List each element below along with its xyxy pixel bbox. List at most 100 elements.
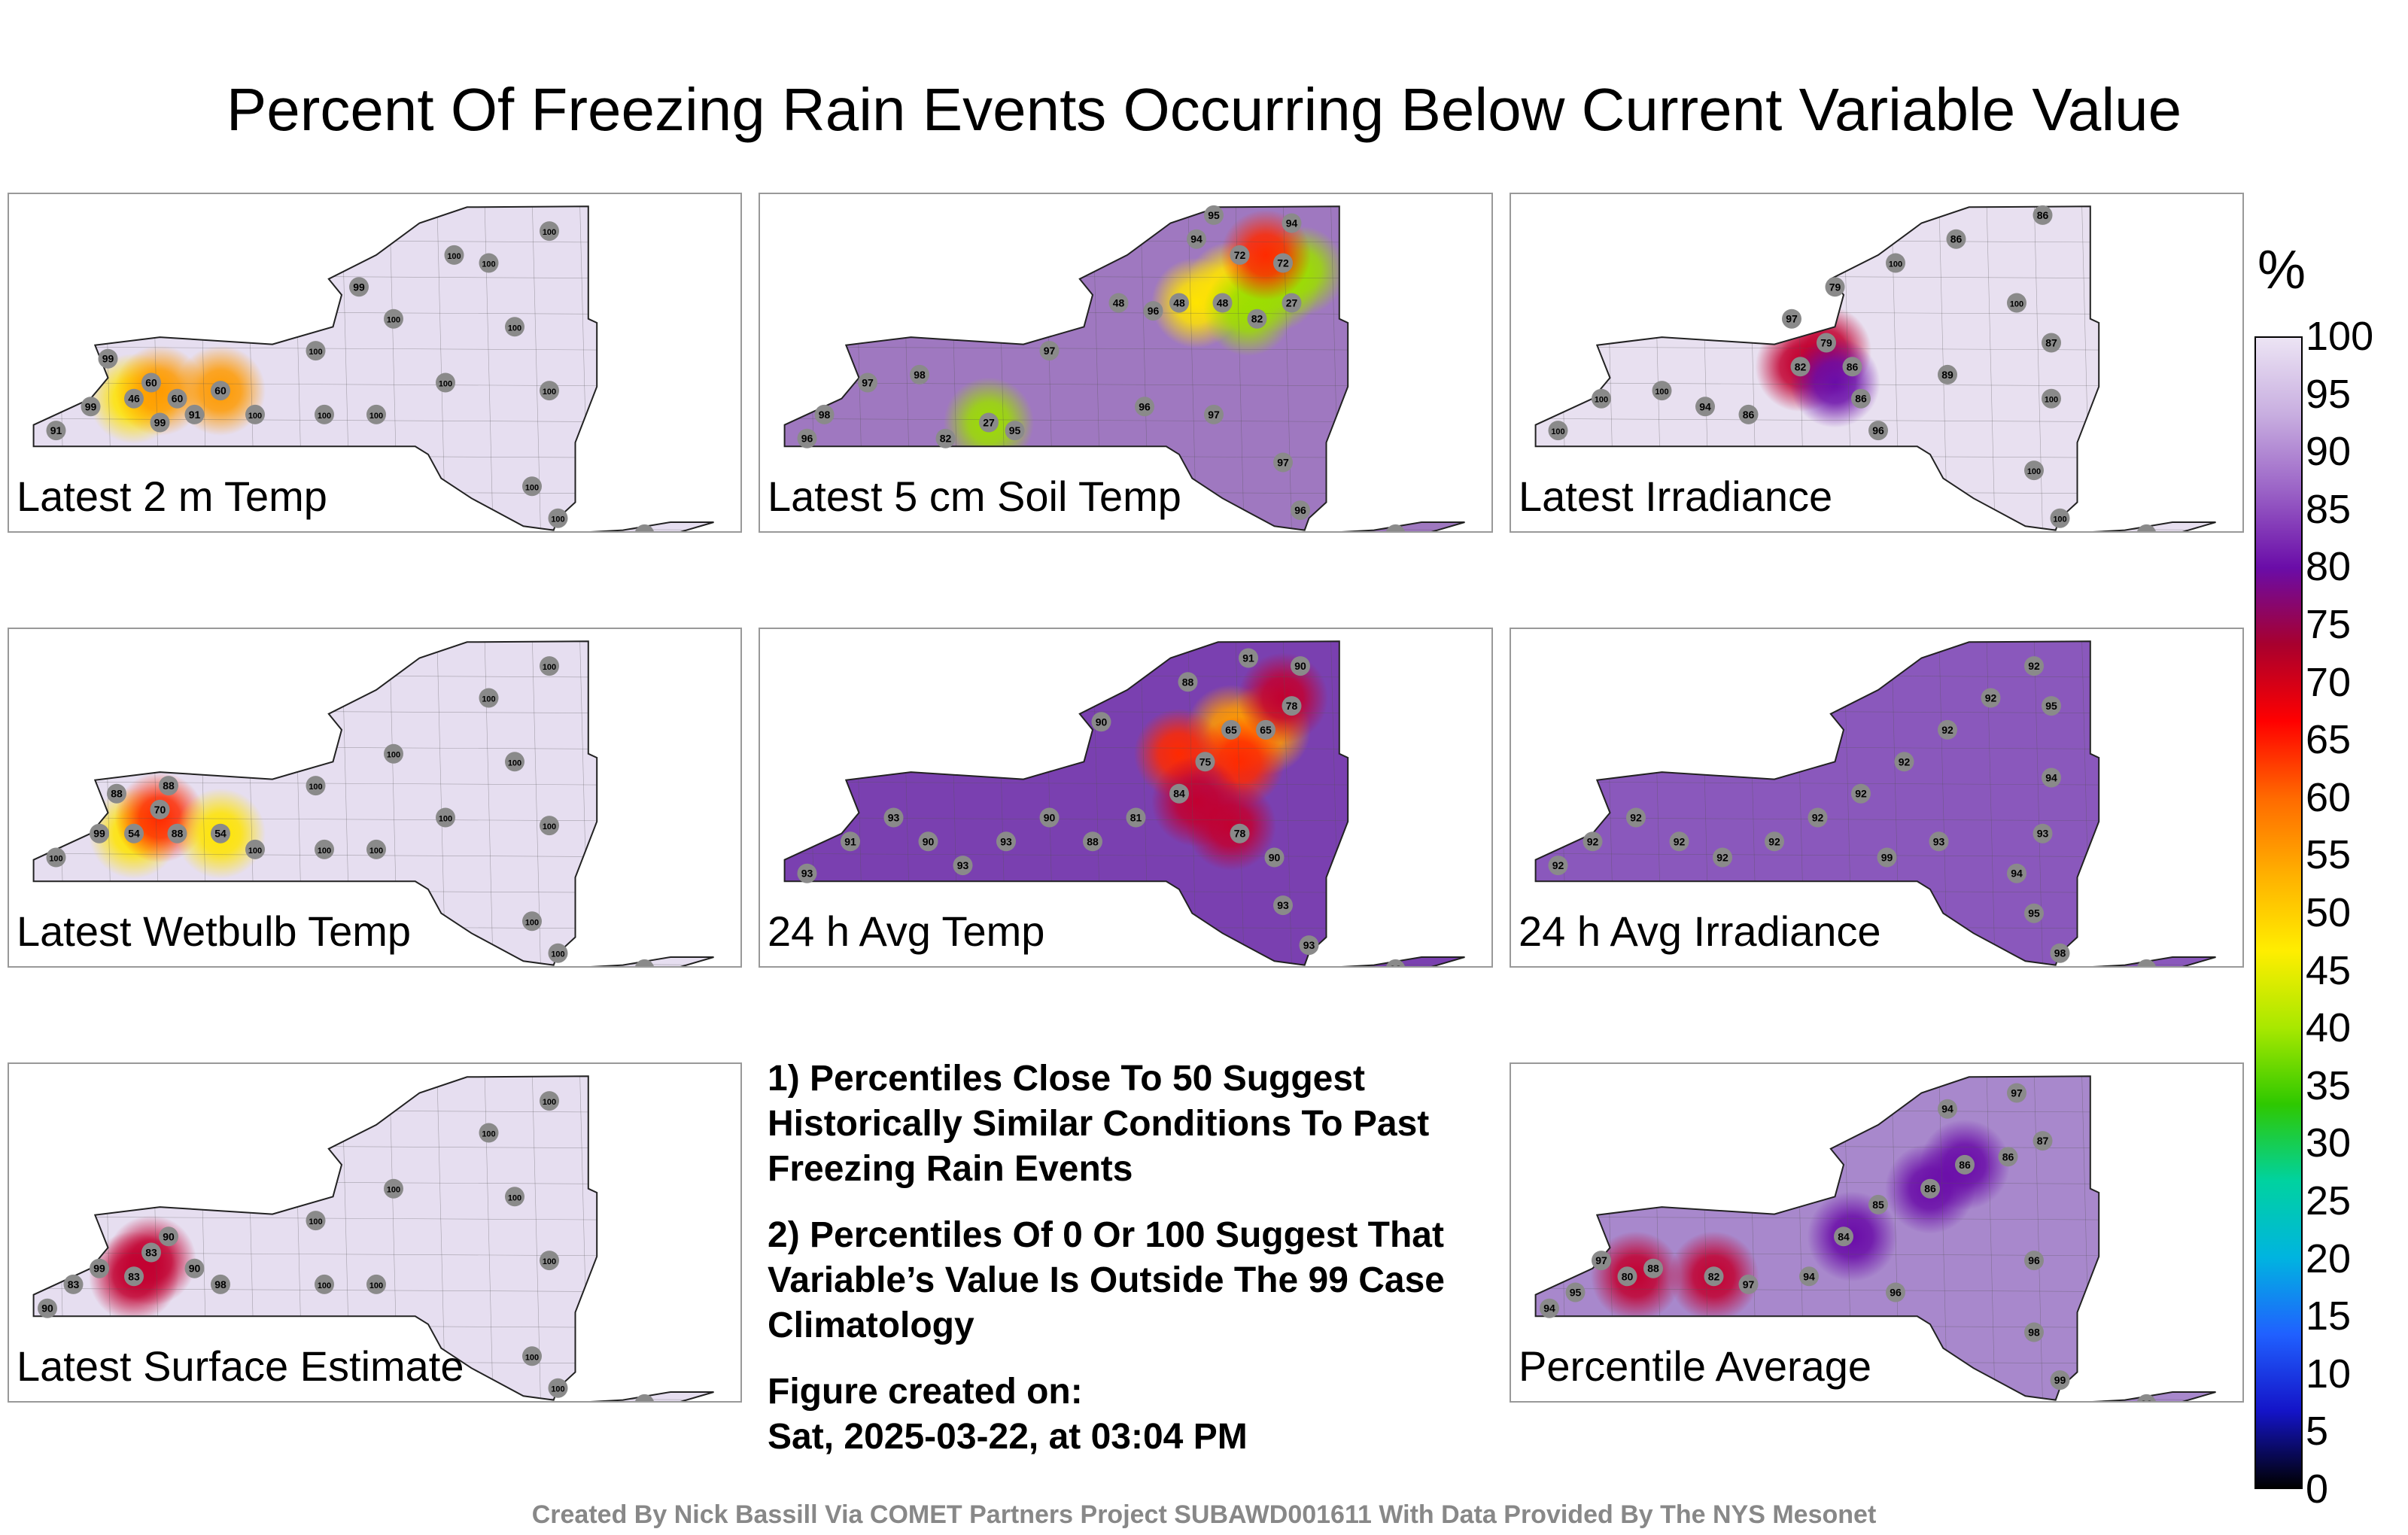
county-line (1535, 239, 2216, 244)
station-marker (2024, 1322, 2044, 1342)
station-value: 100 (1388, 531, 1402, 533)
county-line (1282, 206, 1292, 531)
station-value: 70 (154, 804, 166, 816)
panel-label: Latest 2 m Temp (17, 473, 327, 520)
station-value: 72 (1234, 249, 1246, 261)
station-marker (1239, 648, 1258, 668)
station-value: 86 (2002, 1150, 2014, 1163)
station-marker (797, 428, 817, 448)
station-value: 100 (309, 348, 322, 357)
station-value: 98 (2054, 947, 2066, 959)
station-value: 97 (1208, 409, 1220, 421)
county-line (33, 454, 714, 459)
station-marker (1877, 847, 1897, 868)
station-marker (366, 1274, 386, 1294)
station-value: 100 (2027, 467, 2041, 476)
station-marker (1386, 959, 1405, 966)
panel-label: Percentile Average (1519, 1342, 1872, 1390)
station-marker (306, 1211, 326, 1231)
station-marker (2033, 205, 2053, 225)
station-value: 100 (543, 663, 556, 672)
panel-label: Latest Surface Estimate (17, 1342, 464, 1390)
station-value: 82 (1708, 1270, 1720, 1282)
station-marker (1273, 253, 1293, 273)
station-value: 97 (862, 377, 874, 389)
station-marker (2007, 293, 2026, 313)
station-marker (1738, 1274, 1759, 1294)
state-outline (1341, 521, 1465, 531)
anomaly-blob (1238, 652, 1328, 743)
station-marker (315, 404, 334, 424)
colorbar-tick-label: 35 (2306, 1062, 2352, 1108)
station-marker (540, 221, 559, 242)
station-value: 93 (888, 812, 900, 824)
station-marker (1264, 847, 1285, 868)
station-marker (1282, 293, 1302, 313)
station-marker (2024, 656, 2044, 676)
county-line (531, 641, 541, 966)
station-marker (1039, 341, 1060, 361)
panel-label: 24 h Avg Temp (768, 907, 1045, 955)
station-value: 92 (1630, 812, 1642, 824)
panel-label: Latest Wetbulb Temp (17, 907, 412, 955)
station-marker (1212, 293, 1233, 313)
station-value: 100 (482, 260, 495, 269)
station-marker (436, 372, 455, 393)
station-marker (141, 372, 161, 393)
colorbar-tick-label: 80 (2306, 544, 2352, 590)
station-marker (996, 831, 1016, 852)
county-line (33, 239, 714, 244)
station-marker (1143, 301, 1163, 321)
station-value: 100 (248, 412, 262, 421)
station-value: 92 (1552, 859, 1564, 871)
credit-line: Created By Nick Bassill Via COMET Partne… (531, 1500, 1877, 1529)
station-value: 99 (93, 828, 105, 840)
station-marker (505, 1187, 524, 1207)
ny-map: 100 99 54 70 88 54 88 88 100 100 100 100 100 100 100 10… (32, 640, 714, 968)
county-line (1535, 454, 2216, 459)
station-marker (1592, 388, 1611, 409)
colorbar-tick-label: 20 (2306, 1236, 2352, 1281)
station-value: 96 (1890, 1287, 1902, 1299)
state-outline (783, 640, 1349, 966)
station-marker (306, 776, 326, 796)
colorbar-unit: % (2258, 240, 2306, 300)
station-value: 98 (914, 369, 926, 381)
station-value: 100 (637, 966, 651, 968)
station-marker (2137, 524, 2156, 531)
station-value: 96 (2028, 1254, 2040, 1266)
station-value: 100 (637, 1401, 651, 1403)
station-value: 100 (543, 1098, 556, 1107)
station-marker (1565, 1282, 1586, 1302)
station-value: 100 (551, 1385, 564, 1394)
station-value: 100 (318, 412, 331, 421)
station-marker (384, 743, 403, 764)
station-value: 81 (1130, 812, 1142, 824)
colorbar-tick-label: 100 (2306, 314, 2374, 359)
station-marker (1187, 229, 1206, 249)
station-value: 88 (1647, 1263, 1659, 1275)
station-value: 96 (1872, 424, 1884, 436)
county-line (33, 1324, 714, 1329)
station-marker (1825, 277, 1845, 297)
station-value: 79 (1829, 281, 1841, 293)
station-value: 65 (1225, 724, 1237, 736)
station-marker (349, 277, 369, 297)
station-value: 100 (439, 815, 452, 824)
station-value: 80 (1622, 1270, 1634, 1282)
station-value: 94 (1699, 400, 1711, 412)
station-value: 91 (189, 409, 201, 421)
station-value: 100 (369, 847, 383, 856)
station-value: 93 (801, 868, 813, 880)
county-line (33, 1108, 714, 1114)
station-marker (306, 341, 326, 361)
station-value: 98 (819, 409, 831, 421)
station-marker (2050, 943, 2070, 963)
station-marker (1920, 1178, 1940, 1199)
station-value: 99 (93, 1263, 105, 1275)
station-marker (1005, 421, 1025, 441)
station-value: 84 (1838, 1230, 1850, 1242)
state-outline (783, 205, 1349, 531)
colorbar-tick-label: 55 (2306, 832, 2352, 878)
station-marker (1998, 1147, 2018, 1167)
